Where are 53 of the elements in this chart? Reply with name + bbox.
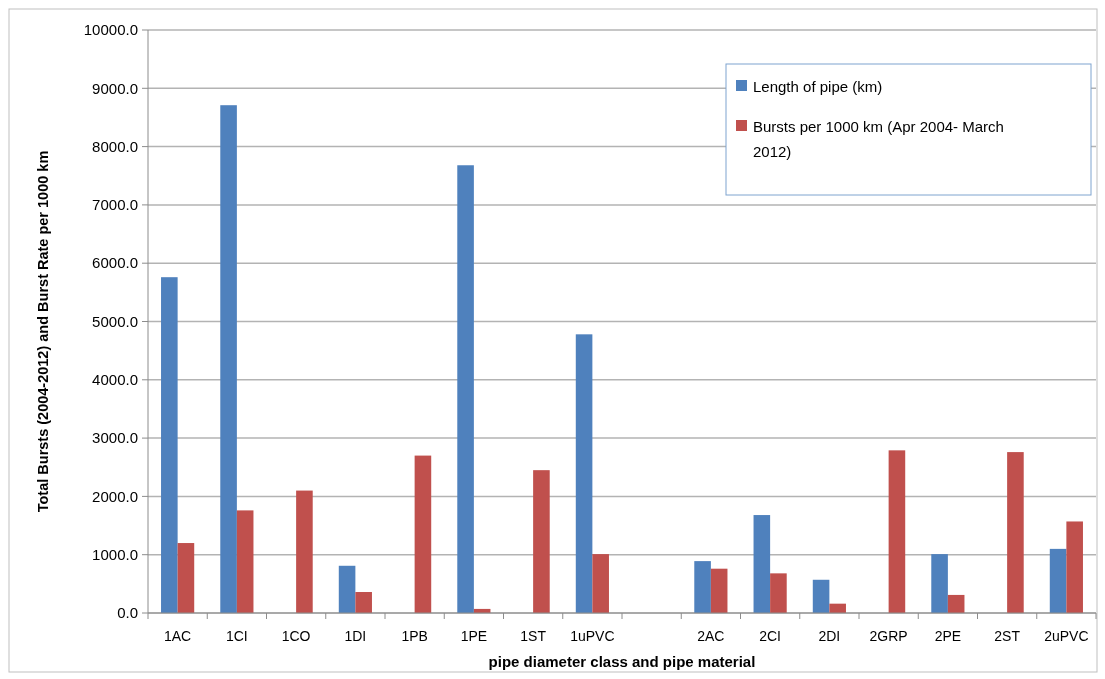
legend-label: Bursts per 1000 km (Apr 2004- March 2012) — [753, 118, 1004, 160]
bar — [220, 105, 237, 613]
bar — [457, 165, 474, 613]
bar — [533, 470, 550, 613]
y-axis-title: Total Bursts (2004-2012) and Burst Rate per 1000 km — [35, 150, 51, 513]
bar — [947, 594, 965, 613]
y-tick-label: 6000.0 — [92, 254, 138, 272]
legend-label: Length of pipe (km) — [753, 78, 883, 95]
bar — [812, 579, 830, 613]
x-tick-label: 1uPVC — [570, 628, 615, 644]
bar — [888, 450, 906, 613]
bar — [177, 543, 195, 613]
x-tick-label: 1CO — [281, 628, 311, 644]
x-tick-label: 2CI — [759, 628, 782, 644]
y-tick-label: 1000.0 — [92, 545, 138, 563]
y-tick-label: 7000.0 — [92, 196, 138, 214]
y-tick-label: 5000.0 — [92, 312, 138, 330]
bar — [694, 561, 711, 613]
x-tick-label: 1PB — [401, 628, 428, 644]
x-axis-title: pipe diameter class and pipe material — [488, 653, 756, 670]
bar — [710, 568, 728, 613]
bar — [1049, 548, 1067, 613]
x-tick-label: 2ST — [994, 628, 1021, 644]
bar — [1066, 521, 1083, 613]
y-tick-label: 3000.0 — [92, 429, 138, 447]
bar — [236, 510, 254, 613]
x-tick-label: 2DI — [818, 628, 841, 644]
y-tick-label: 9000.0 — [92, 79, 138, 97]
x-tick-label: 1PE — [460, 628, 488, 644]
bar — [753, 515, 771, 613]
y-tick-label: 2000.0 — [92, 487, 138, 505]
x-tick-label: 1DI — [344, 628, 367, 644]
x-tick-label: 2PE — [934, 628, 962, 644]
bar — [355, 592, 372, 613]
bar — [161, 277, 178, 613]
bar — [414, 455, 432, 613]
bar — [931, 554, 948, 613]
bar — [1007, 452, 1024, 613]
y-tick-label: 0.0 — [117, 604, 138, 622]
x-tick-label: 2GRP — [869, 628, 908, 644]
x-tick-label: 2AC — [697, 628, 725, 644]
bar — [296, 490, 313, 613]
y-tick-label: 4000.0 — [92, 371, 138, 389]
bar — [592, 554, 609, 613]
y-tick-label: 8000.0 — [92, 137, 138, 155]
x-tick-label: 1CI — [225, 628, 248, 644]
bar — [338, 565, 356, 613]
bar — [770, 573, 787, 613]
bar — [575, 334, 593, 613]
x-tick-label: 2uPVC — [1044, 628, 1089, 644]
y-tick-label: 10000.0 — [83, 21, 138, 39]
x-tick-label: 1ST — [520, 628, 547, 644]
x-tick-label: 1AC — [164, 628, 192, 644]
